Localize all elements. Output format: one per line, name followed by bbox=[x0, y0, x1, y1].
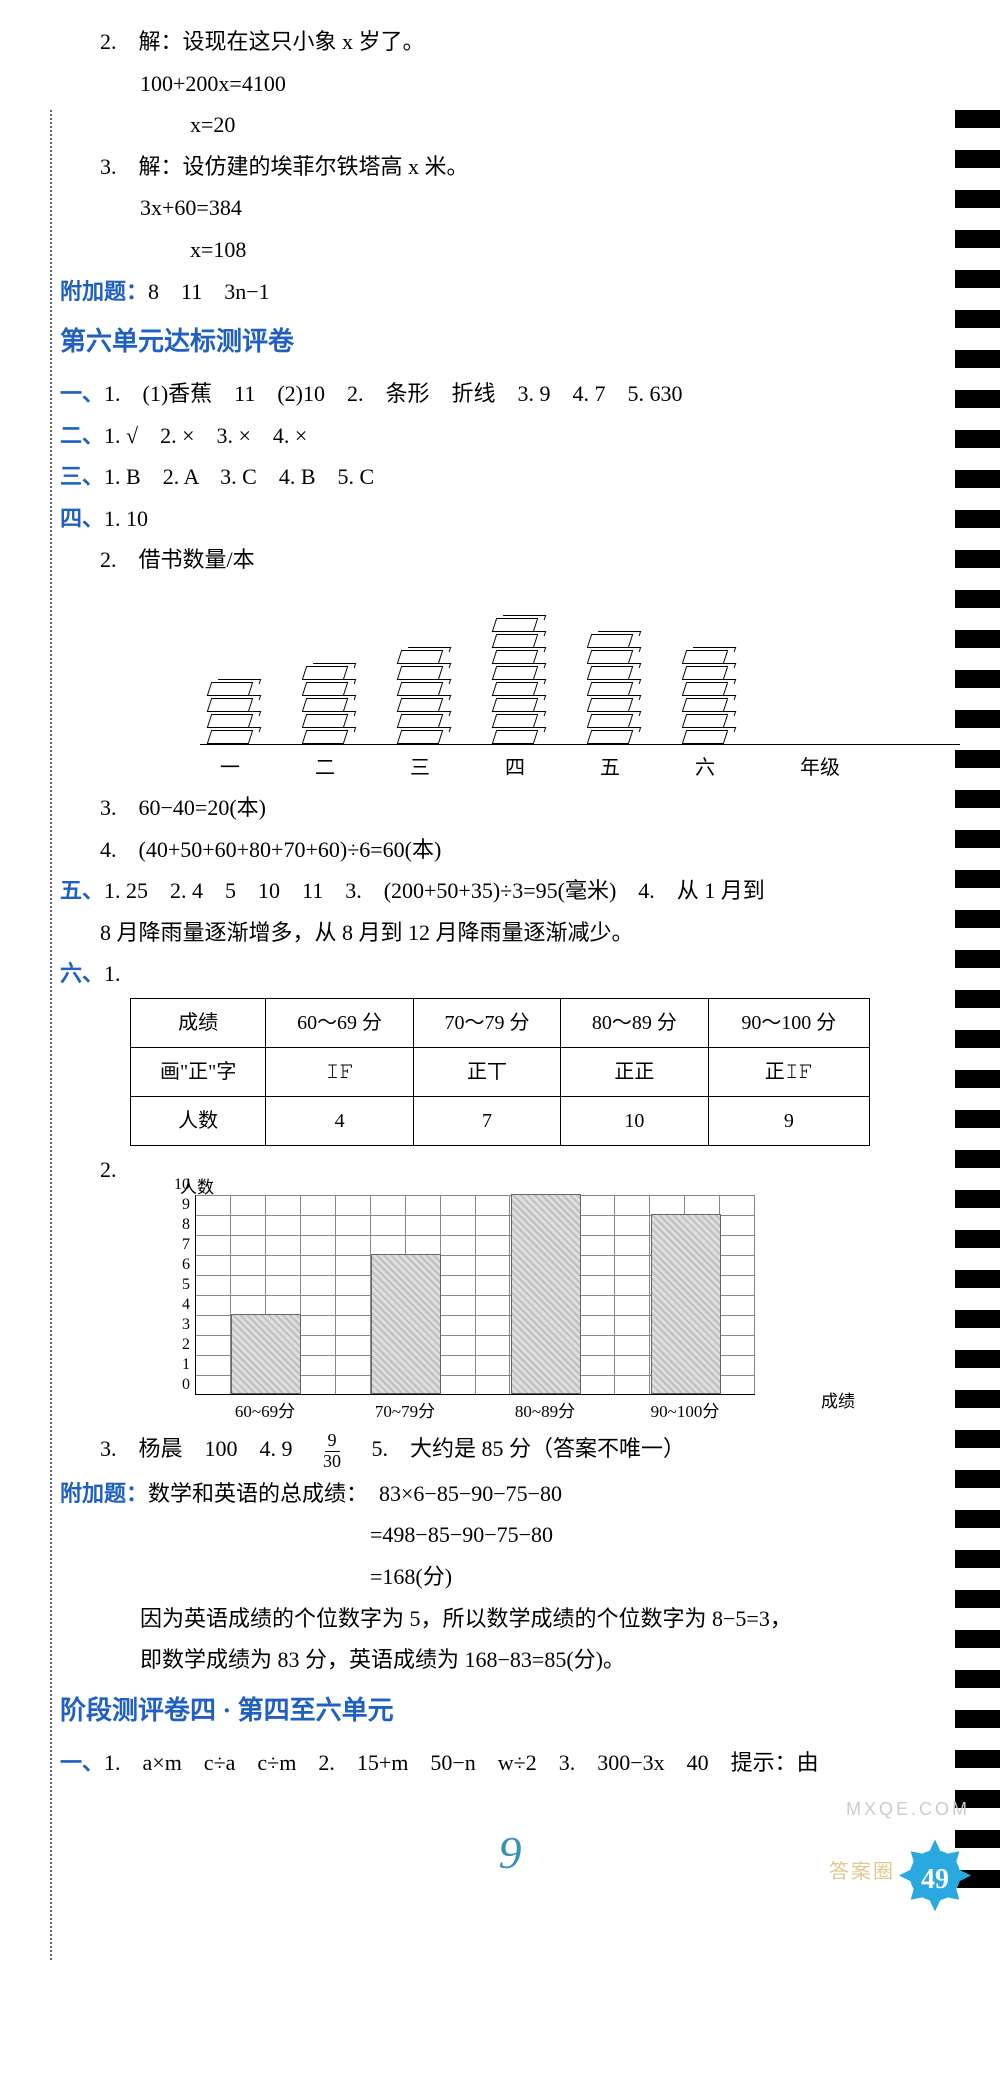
extra-line-c: =168(分) bbox=[60, 1557, 960, 1597]
problem-3-eq2: x=108 bbox=[60, 230, 960, 270]
problem-2-eq2: x=20 bbox=[60, 105, 960, 145]
book-stack-chart bbox=[200, 590, 960, 745]
fraction-9-30: 9 30 bbox=[323, 1431, 341, 1472]
extra-label: 附加题： bbox=[60, 279, 148, 304]
problem-2-eq1: 100+200x=4100 bbox=[60, 64, 960, 104]
badge-number: 49 bbox=[921, 1855, 949, 1905]
score-table: 成绩60～69 分70～79 分80～89 分90～100 分画"正"字𝙸𝙵正丅… bbox=[130, 998, 870, 1146]
grid-bar-chart: 人数 012345678910 60~69分70~79分80~89分90~100… bbox=[160, 1195, 810, 1425]
section-5-b: 8 月降雨量逐渐增多，从 8 月到 12 月降雨量逐渐减少。 bbox=[60, 913, 960, 953]
book-stack-xlabels: 一二三四五六年级 bbox=[200, 750, 960, 786]
watermark-text: 答案圈 bbox=[829, 1854, 895, 1890]
extra-line-e: 即数学成绩为 83 分，英语成绩为 168−83=85(分)。 bbox=[60, 1640, 960, 1680]
chart-grid bbox=[195, 1195, 755, 1395]
problem-3-line1: 3. 解：设仿建的埃菲尔铁塔高 x 米。 bbox=[60, 147, 960, 187]
stage4-title: 阶段测评卷四 · 第四至六单元 bbox=[60, 1688, 960, 1735]
chart-x-labels: 60~69分70~79分80~89分90~100分 bbox=[195, 1397, 755, 1428]
section-5-a: 五、1. 25 2. 4 5 10 11 3. (200+50+35)÷3=95… bbox=[60, 871, 960, 911]
extra-line-a: 附加题：数学和英语的总成绩： 83×6−85−90−75−80 bbox=[60, 1474, 960, 1514]
unit6-title: 第六单元达标测评卷 bbox=[60, 319, 960, 366]
extra-top: 附加题：8 11 3n−1 bbox=[60, 272, 960, 312]
stage4-section-1: 一、1. a×m c÷a c÷m 2. 15+m 50−n w÷2 3. 300… bbox=[60, 1743, 960, 1783]
extra-line-b: =498−85−90−75−80 bbox=[60, 1515, 960, 1555]
problem-3-eq1: 3x+60=384 bbox=[60, 188, 960, 228]
section-4-1: 四、1. 10 bbox=[60, 499, 960, 539]
section-4-3: 3. 60−40=20(本) bbox=[60, 788, 960, 828]
section-6-1: 六、1. bbox=[60, 954, 960, 994]
spiral-binding-dots bbox=[50, 110, 52, 1960]
handwritten-page-num: 9 bbox=[499, 1827, 522, 1878]
section-2: 二、1. √ 2. × 3. × 4. × bbox=[60, 416, 960, 456]
problem-2-line1: 2. 解：设现在这只小象 x 岁了。 bbox=[60, 22, 960, 62]
chart-x-title: 成绩 bbox=[821, 1387, 855, 1418]
section-6-3: 3. 杨晨 100 4. 9 9 30 5. 大约是 85 分（答案不唯一） bbox=[60, 1429, 960, 1471]
section-4-2-label: 2. 借书数量/本 bbox=[60, 540, 960, 580]
section-4-4: 4. (40+50+60+80+70+60)÷6=60(本) bbox=[60, 830, 960, 870]
chart-y-labels: 012345678910 bbox=[160, 1185, 190, 1395]
section-1: 一、1. (1)香蕉 11 (2)10 2. 条形 折线 3. 9 4. 7 5… bbox=[60, 374, 960, 414]
extra-line-d: 因为英语成绩的个位数字为 5，所以数学成绩的个位数字为 8−5=3， bbox=[60, 1599, 960, 1639]
watermark-url: MXQE.COM bbox=[846, 1793, 970, 1825]
edge-markers bbox=[955, 110, 1000, 1888]
section-3: 三、1. B 2. A 3. C 4. B 5. C bbox=[60, 457, 960, 497]
page-badge: 49 bbox=[890, 1835, 980, 1925]
